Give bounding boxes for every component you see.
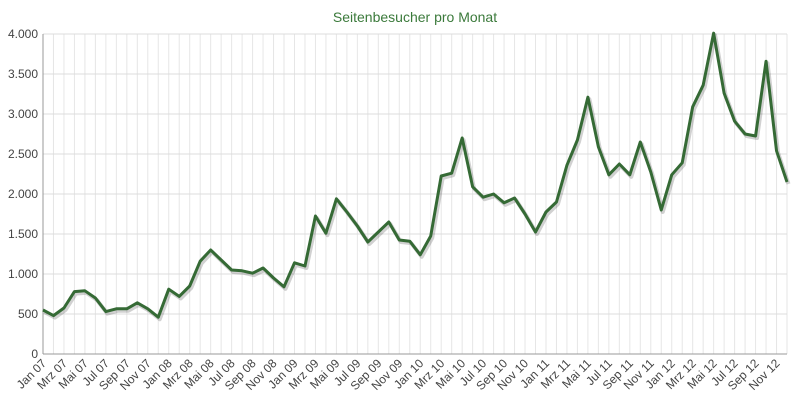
y-tick-label: 1.000 bbox=[8, 267, 38, 281]
line-shadow bbox=[43, 33, 791, 322]
line bbox=[42, 31, 789, 319]
y-tick-label: 1.500 bbox=[8, 227, 38, 241]
chart-title: Seitenbesucher pro Monat bbox=[333, 9, 497, 25]
y-tick-label: 3.500 bbox=[8, 67, 38, 81]
y-tick-label: 0 bbox=[31, 347, 38, 361]
y-tick-label: 4.000 bbox=[8, 27, 38, 41]
y-tick-label: 2.000 bbox=[8, 187, 38, 201]
y-tick-label: 500 bbox=[18, 307, 38, 321]
y-tick-label: 2.500 bbox=[8, 147, 38, 161]
y-tick-label: 3.000 bbox=[8, 107, 38, 121]
